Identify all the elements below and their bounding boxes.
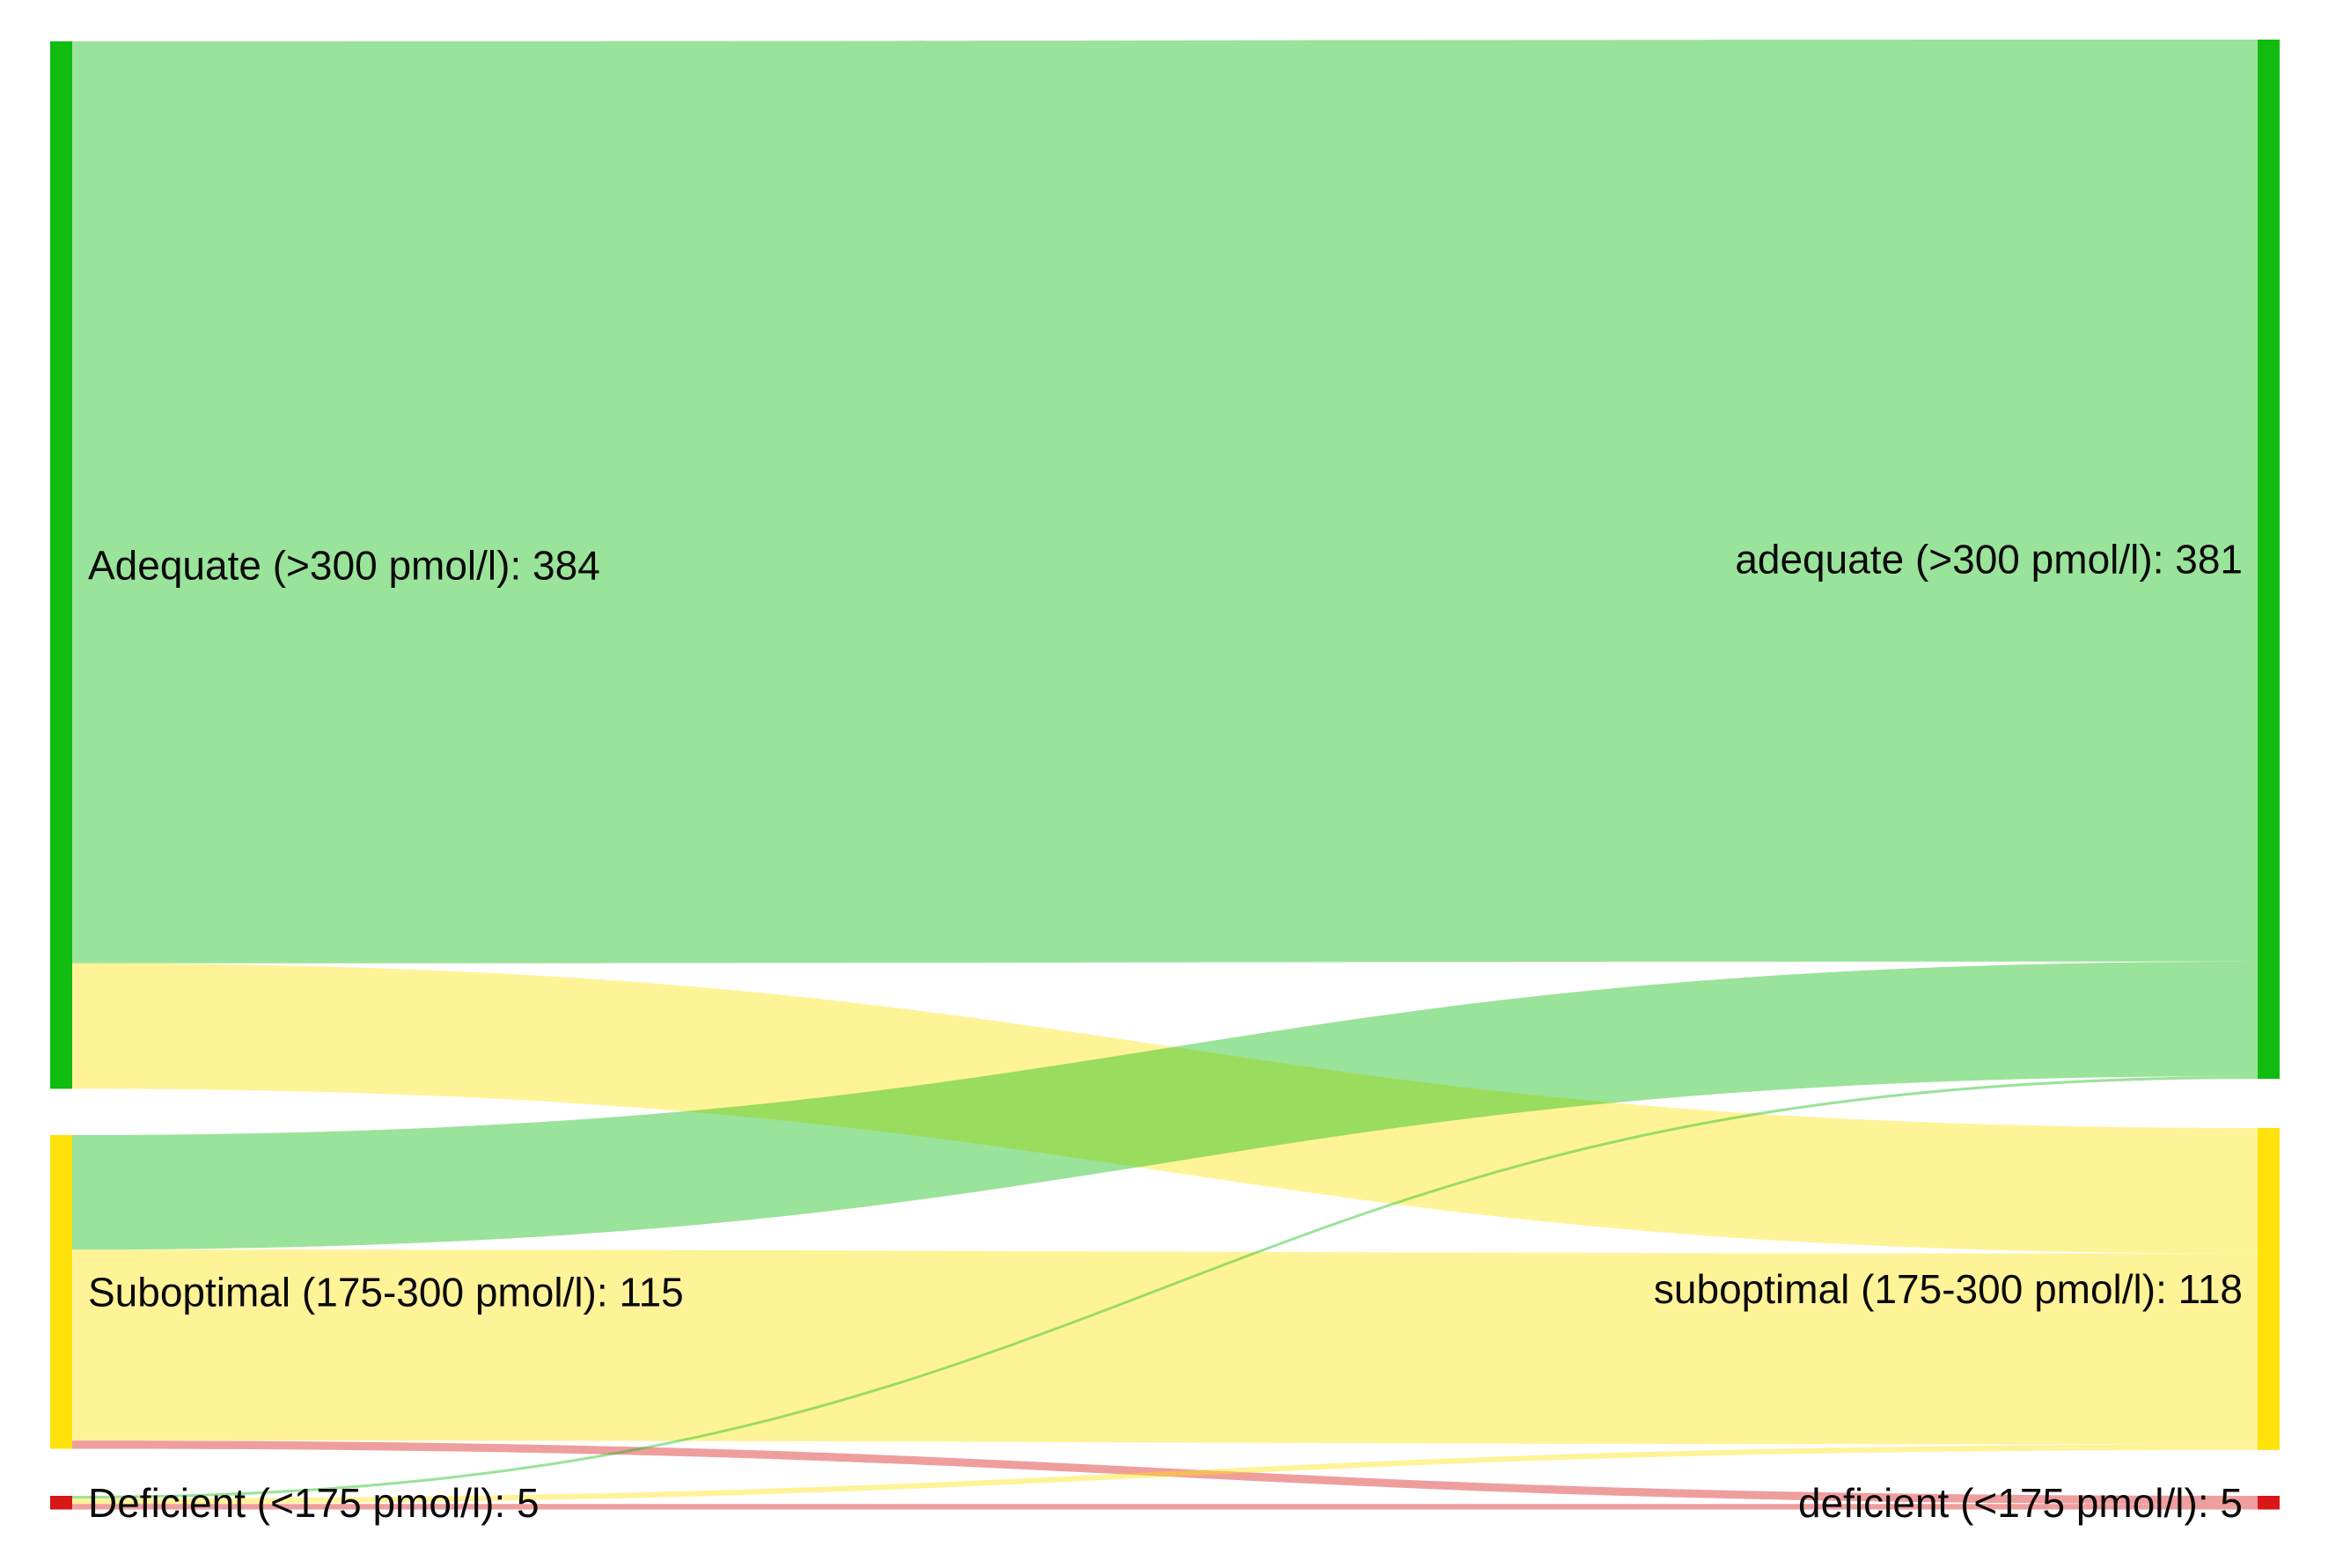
sankey-links-layer: [72, 40, 2258, 1510]
flow-suboptimal-to-adequate: [72, 961, 2258, 1250]
flow-adequate-to-adequate: [72, 40, 2258, 964]
label-right-suboptimal: suboptimal (175-300 pmol/l): 118: [1654, 1266, 2243, 1312]
label-left-suboptimal: Suboptimal (175-300 pmol/l): 115: [88, 1269, 684, 1315]
label-right-deficient: deficient (<175 pmol/l): 5: [1798, 1480, 2243, 1526]
node-left-adequate: [50, 41, 72, 1089]
label-left-deficient: Deficient (<175 pmol/l): 5: [88, 1480, 540, 1526]
label-left-adequate: Adequate (>300 pmol/l): 384: [88, 542, 600, 588]
node-left-suboptimal: [50, 1135, 72, 1449]
flow-deficient-to-deficient: [72, 1504, 2258, 1510]
sankey-labels-layer: Adequate (>300 pmol/l): 384 Suboptimal (1…: [88, 537, 2243, 1526]
node-left-deficient: [50, 1496, 72, 1510]
node-right-suboptimal: [2258, 1128, 2280, 1450]
label-right-adequate: adequate (>300 pmol/l): 381: [1735, 537, 2243, 583]
flow-deficient-to-suboptimal: [72, 1444, 2258, 1505]
sankey-nodes-layer: [50, 40, 2280, 1510]
flow-suboptimal-to-deficient: [72, 1440, 2258, 1505]
flow-deficient-to-adequate: [72, 1076, 2258, 1499]
flow-suboptimal-to-suboptimal: [72, 1249, 2258, 1445]
node-right-adequate: [2258, 40, 2280, 1080]
node-right-deficient: [2258, 1496, 2280, 1510]
flow-adequate-to-suboptimal: [72, 963, 2258, 1254]
